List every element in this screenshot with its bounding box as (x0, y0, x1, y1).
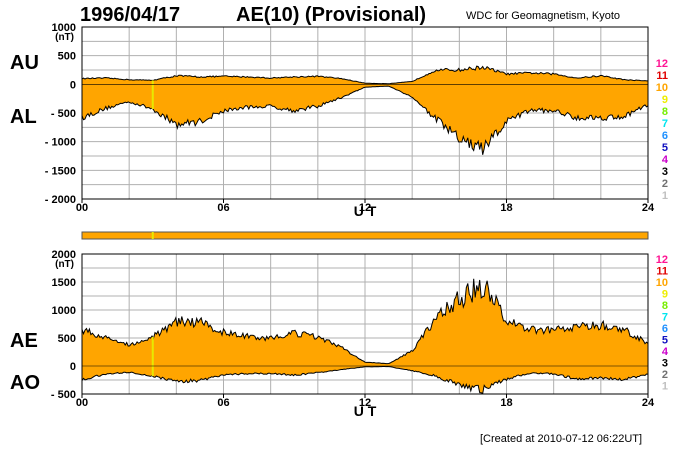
au-al-panel: 00 06 12 18 24 1000 500 0 - 500 - 1000 - 1500 - 200… (10, 22, 655, 219)
x-tick-label: 18 (500, 202, 512, 214)
station-legend-label: 4 (662, 346, 669, 358)
y-tick-label: - 1000 (45, 137, 76, 149)
y-tick-label: 1500 (52, 277, 76, 289)
station-legend-label: 2 (662, 178, 668, 190)
x-tick-label: 24 (642, 397, 655, 409)
station-legend-label: 3 (662, 358, 668, 370)
station-legend-label: 6 (662, 323, 668, 335)
plot-title: AE(10) (Provisional) (236, 4, 427, 26)
y-tick-label: 500 (58, 333, 76, 345)
station-legend-label: 8 (662, 300, 668, 312)
station-legend-label: 12 (656, 58, 668, 70)
station-legend-label: 2 (662, 369, 668, 381)
station-coverage-bar (81, 231, 649, 240)
station-legend-label: 5 (662, 142, 668, 154)
x-tick-label: 06 (217, 397, 229, 409)
y-tick-label: - 500 (51, 389, 76, 401)
area-fill (82, 66, 648, 155)
series-line-ae (81, 278, 649, 365)
y-tick-label: 0 (70, 361, 76, 373)
x-tick-label: 12 (359, 397, 371, 409)
area-fill (82, 278, 648, 394)
series-label-ae: AE (10, 330, 38, 352)
x-tick-label: 06 (217, 202, 229, 214)
series-line-au (81, 65, 648, 85)
y-tick-label: 0 (70, 79, 76, 91)
y-unit-label: (nT) (55, 259, 74, 270)
y-tick-label: 1000 (52, 22, 76, 34)
y-tick-label: 2000 (52, 249, 76, 261)
station-legend-label: 5 (662, 335, 668, 347)
station-legend-label: 7 (662, 118, 668, 130)
station-legend-label: 10 (656, 82, 668, 94)
x-tick-label: 24 (642, 202, 655, 214)
station-legend-label: 6 (662, 130, 668, 142)
station-legend-label: 9 (662, 94, 668, 106)
plot-date: 1996/04/17 (80, 4, 181, 26)
x-tick-label: 00 (76, 397, 88, 409)
y-tick-label: 500 (58, 51, 76, 63)
station-legend-label: 8 (662, 106, 668, 118)
station-legend-label: 11 (656, 70, 668, 82)
x-tick-label: 00 (76, 202, 88, 214)
series-label-al: AL (10, 106, 37, 128)
station-legend-label: 3 (662, 166, 668, 178)
x-axis-label: U T (354, 203, 377, 219)
station-legend-label: 12 (656, 254, 668, 266)
x-axis-label: U T (354, 403, 377, 419)
created-timestamp: [Created at 2010-07-12 06:22UT] (480, 433, 643, 445)
station-legend-label: 7 (662, 312, 668, 324)
coverage-bar-fill (81, 231, 649, 240)
y-tick-label: - 500 (51, 108, 76, 120)
series-label-au: AU (10, 52, 39, 74)
station-legend-label: 10 (656, 277, 668, 289)
x-tick-label: 18 (500, 397, 512, 409)
station-legend-label: 11 (656, 266, 668, 278)
y-tick-label: 1000 (52, 305, 76, 317)
x-tick-label: 12 (359, 202, 371, 214)
y-tick-label: - 1500 (45, 165, 76, 177)
station-legend-label: 1 (662, 190, 668, 202)
series-label-ao: AO (10, 372, 40, 394)
ae-ao-panel: 00 06 12 18 24 2000 1500 1000 500 0 - 500 (nT) U T AE… (10, 249, 655, 419)
station-legend-label: 1 (662, 381, 668, 393)
station-legend-label: 9 (662, 289, 668, 301)
organization-label: WDC for Geomagnetism, Kyoto (466, 10, 621, 22)
series-line-al (81, 85, 649, 155)
y-tick-label: - 2000 (45, 194, 76, 206)
station-legend-label: 4 (662, 154, 669, 166)
y-unit-label: (nT) (55, 32, 74, 43)
series-line-ao (81, 365, 649, 395)
